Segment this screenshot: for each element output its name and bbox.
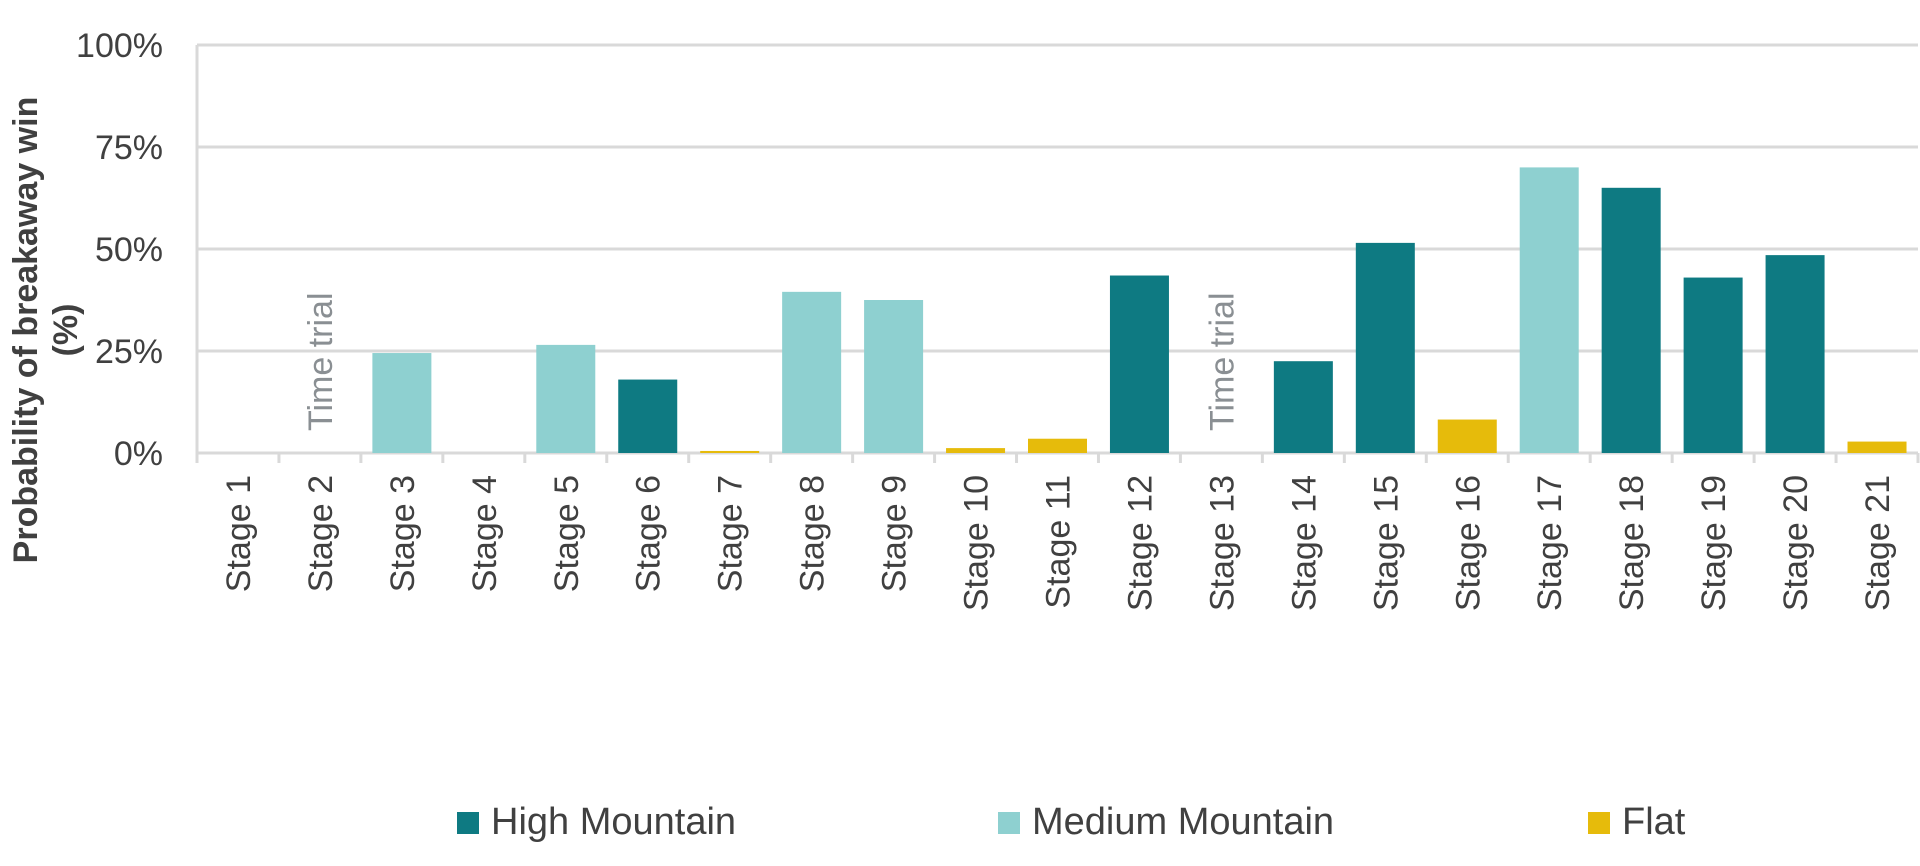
x-tick-label: Stage 11: [1040, 475, 1078, 609]
y-axis-title: Probability of breakaway win (%): [7, 97, 85, 564]
bar-stage-14: [1273, 361, 1333, 453]
x-tick-label: Stage 2: [302, 475, 340, 592]
bar-stage-6: [618, 379, 678, 453]
y-tick-label: 50%: [95, 231, 163, 269]
time-trial-annotation: Time trial: [302, 292, 340, 431]
bar-stage-10: [946, 448, 1006, 453]
x-tick-label: Stage 10: [958, 475, 996, 611]
x-tick-label: Stage 12: [1121, 475, 1159, 611]
x-tick-label: Stage 19: [1695, 475, 1733, 611]
y-tick-label: 25%: [95, 333, 163, 371]
x-tick-label: Stage 13: [1203, 475, 1241, 611]
bar-stage-3: [372, 353, 432, 453]
legend-label-medium: Medium Mountain: [1032, 801, 1334, 843]
x-tick-label: Stage 7: [712, 475, 750, 592]
bar-stage-19: [1683, 277, 1743, 453]
x-tick-label: Stage 4: [466, 475, 504, 592]
bar-stage-5: [536, 344, 596, 453]
y-tick-label: 100%: [76, 27, 163, 65]
bar-stage-17: [1519, 167, 1579, 453]
legend-label-high: High Mountain: [491, 801, 736, 843]
y-axis-title-line-2: (%): [47, 304, 85, 357]
y-tick-label: 75%: [95, 129, 163, 167]
bar-stage-9: [864, 300, 924, 453]
legend-swatch-high: [457, 812, 479, 834]
legend-label-flat: Flat: [1622, 801, 1686, 843]
legend-swatch-medium: [998, 812, 1020, 834]
x-tick-label: Stage 1: [220, 475, 258, 592]
x-tick-label: Stage 17: [1531, 475, 1569, 611]
legend-swatch-flat: [1588, 812, 1610, 834]
bar-stage-16: [1437, 419, 1497, 453]
time-trial-annotation: Time trial: [1203, 292, 1241, 431]
x-tick-labels: Stage 1 Stage 2 Stage 3 Stage 4 Stage 5 Stage…: [220, 475, 1897, 611]
bar-stage-7: [700, 450, 760, 453]
x-tick-label: Stage 15: [1367, 475, 1405, 611]
x-tick-label: Stage 16: [1449, 475, 1487, 611]
x-tick-label: Stage 8: [794, 475, 832, 592]
bar-stage-18: [1601, 187, 1661, 454]
bar-stage-20: [1765, 255, 1825, 453]
legend: High Mountain Medium Mountain Flat: [457, 801, 1686, 843]
bar-stage-12: [1109, 275, 1169, 453]
y-tick-labels: 0% 25% 50% 75% 100%: [76, 27, 163, 473]
bar-stage-21: [1847, 441, 1907, 453]
x-tick-label: Stage 9: [876, 475, 914, 592]
gridlines: [195, 43, 1920, 463]
x-tick-label: Stage 21: [1859, 475, 1897, 611]
x-tick-label: Stage 14: [1285, 475, 1323, 611]
annotations: Time trial Time trial: [302, 292, 1241, 431]
bar-stage-11: [1028, 438, 1087, 453]
y-tick-label: 0%: [114, 435, 163, 473]
bar-stage-15: [1355, 242, 1415, 453]
x-tick-label: Stage 3: [384, 475, 422, 592]
bars: [372, 167, 1907, 454]
y-axis-title-line-1: Probability of breakaway win: [7, 97, 45, 564]
x-tick-label: Stage 18: [1613, 475, 1651, 611]
x-tick-label: Stage 5: [548, 475, 586, 592]
x-tick-label: Stage 20: [1777, 475, 1815, 611]
x-tick-label: Stage 6: [630, 475, 668, 592]
bar-stage-8: [782, 291, 842, 453]
